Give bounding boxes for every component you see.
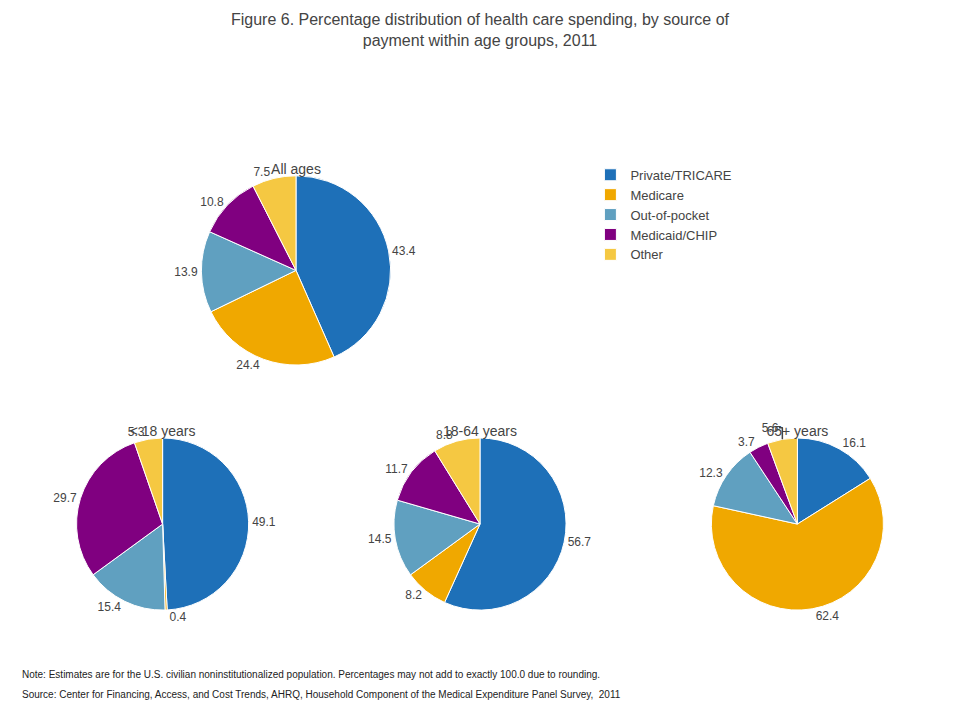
svg-text:Other: Other (630, 247, 663, 262)
svg-text:Medicaid/CHIP: Medicaid/CHIP (630, 228, 717, 243)
svg-text:Medicare: Medicare (630, 188, 683, 203)
svg-text:14.5: 14.5 (368, 532, 392, 546)
svg-text:5.3: 5.3 (128, 425, 145, 439)
svg-text:All ages: All ages (271, 161, 321, 177)
svg-text:10.8: 10.8 (200, 195, 224, 209)
svg-text:8.2: 8.2 (405, 588, 422, 602)
svg-text:56.7: 56.7 (568, 535, 592, 549)
svg-text:12.3: 12.3 (699, 466, 723, 480)
svg-text:Source: Center for Financing,: Source: Center for Financing, Access, an… (22, 689, 621, 700)
svg-text:7.5: 7.5 (253, 165, 270, 179)
svg-text:13.9: 13.9 (174, 265, 198, 279)
svg-text:Private/TRICARE: Private/TRICARE (630, 168, 731, 183)
svg-text:43.4: 43.4 (392, 244, 416, 258)
svg-text:24.4: 24.4 (236, 358, 260, 372)
svg-text:0.4: 0.4 (170, 610, 187, 624)
svg-text:Out-of-pocket: Out-of-pocket (630, 208, 709, 223)
svg-text:3.7: 3.7 (738, 435, 755, 449)
svg-text:62.4: 62.4 (816, 609, 840, 623)
svg-text:Figure 6. Percentage distribut: Figure 6. Percentage distribution of hea… (231, 11, 730, 49)
svg-text:5.6: 5.6 (762, 421, 779, 435)
svg-text:Note: Estimates are for the U.: Note: Estimates are for the U.S. civilia… (22, 669, 600, 680)
svg-text:18-64 years: 18-64 years (443, 423, 517, 439)
svg-text:65+ years: 65+ years (766, 423, 828, 439)
svg-text:16.1: 16.1 (843, 436, 867, 450)
svg-text:49.1: 49.1 (252, 515, 276, 529)
svg-text:< 18 years: < 18 years (130, 423, 196, 439)
svg-text:8.8: 8.8 (436, 428, 453, 442)
svg-text:15.4: 15.4 (98, 600, 122, 614)
svg-text:11.7: 11.7 (385, 462, 408, 476)
svg-text:29.7: 29.7 (53, 491, 77, 505)
